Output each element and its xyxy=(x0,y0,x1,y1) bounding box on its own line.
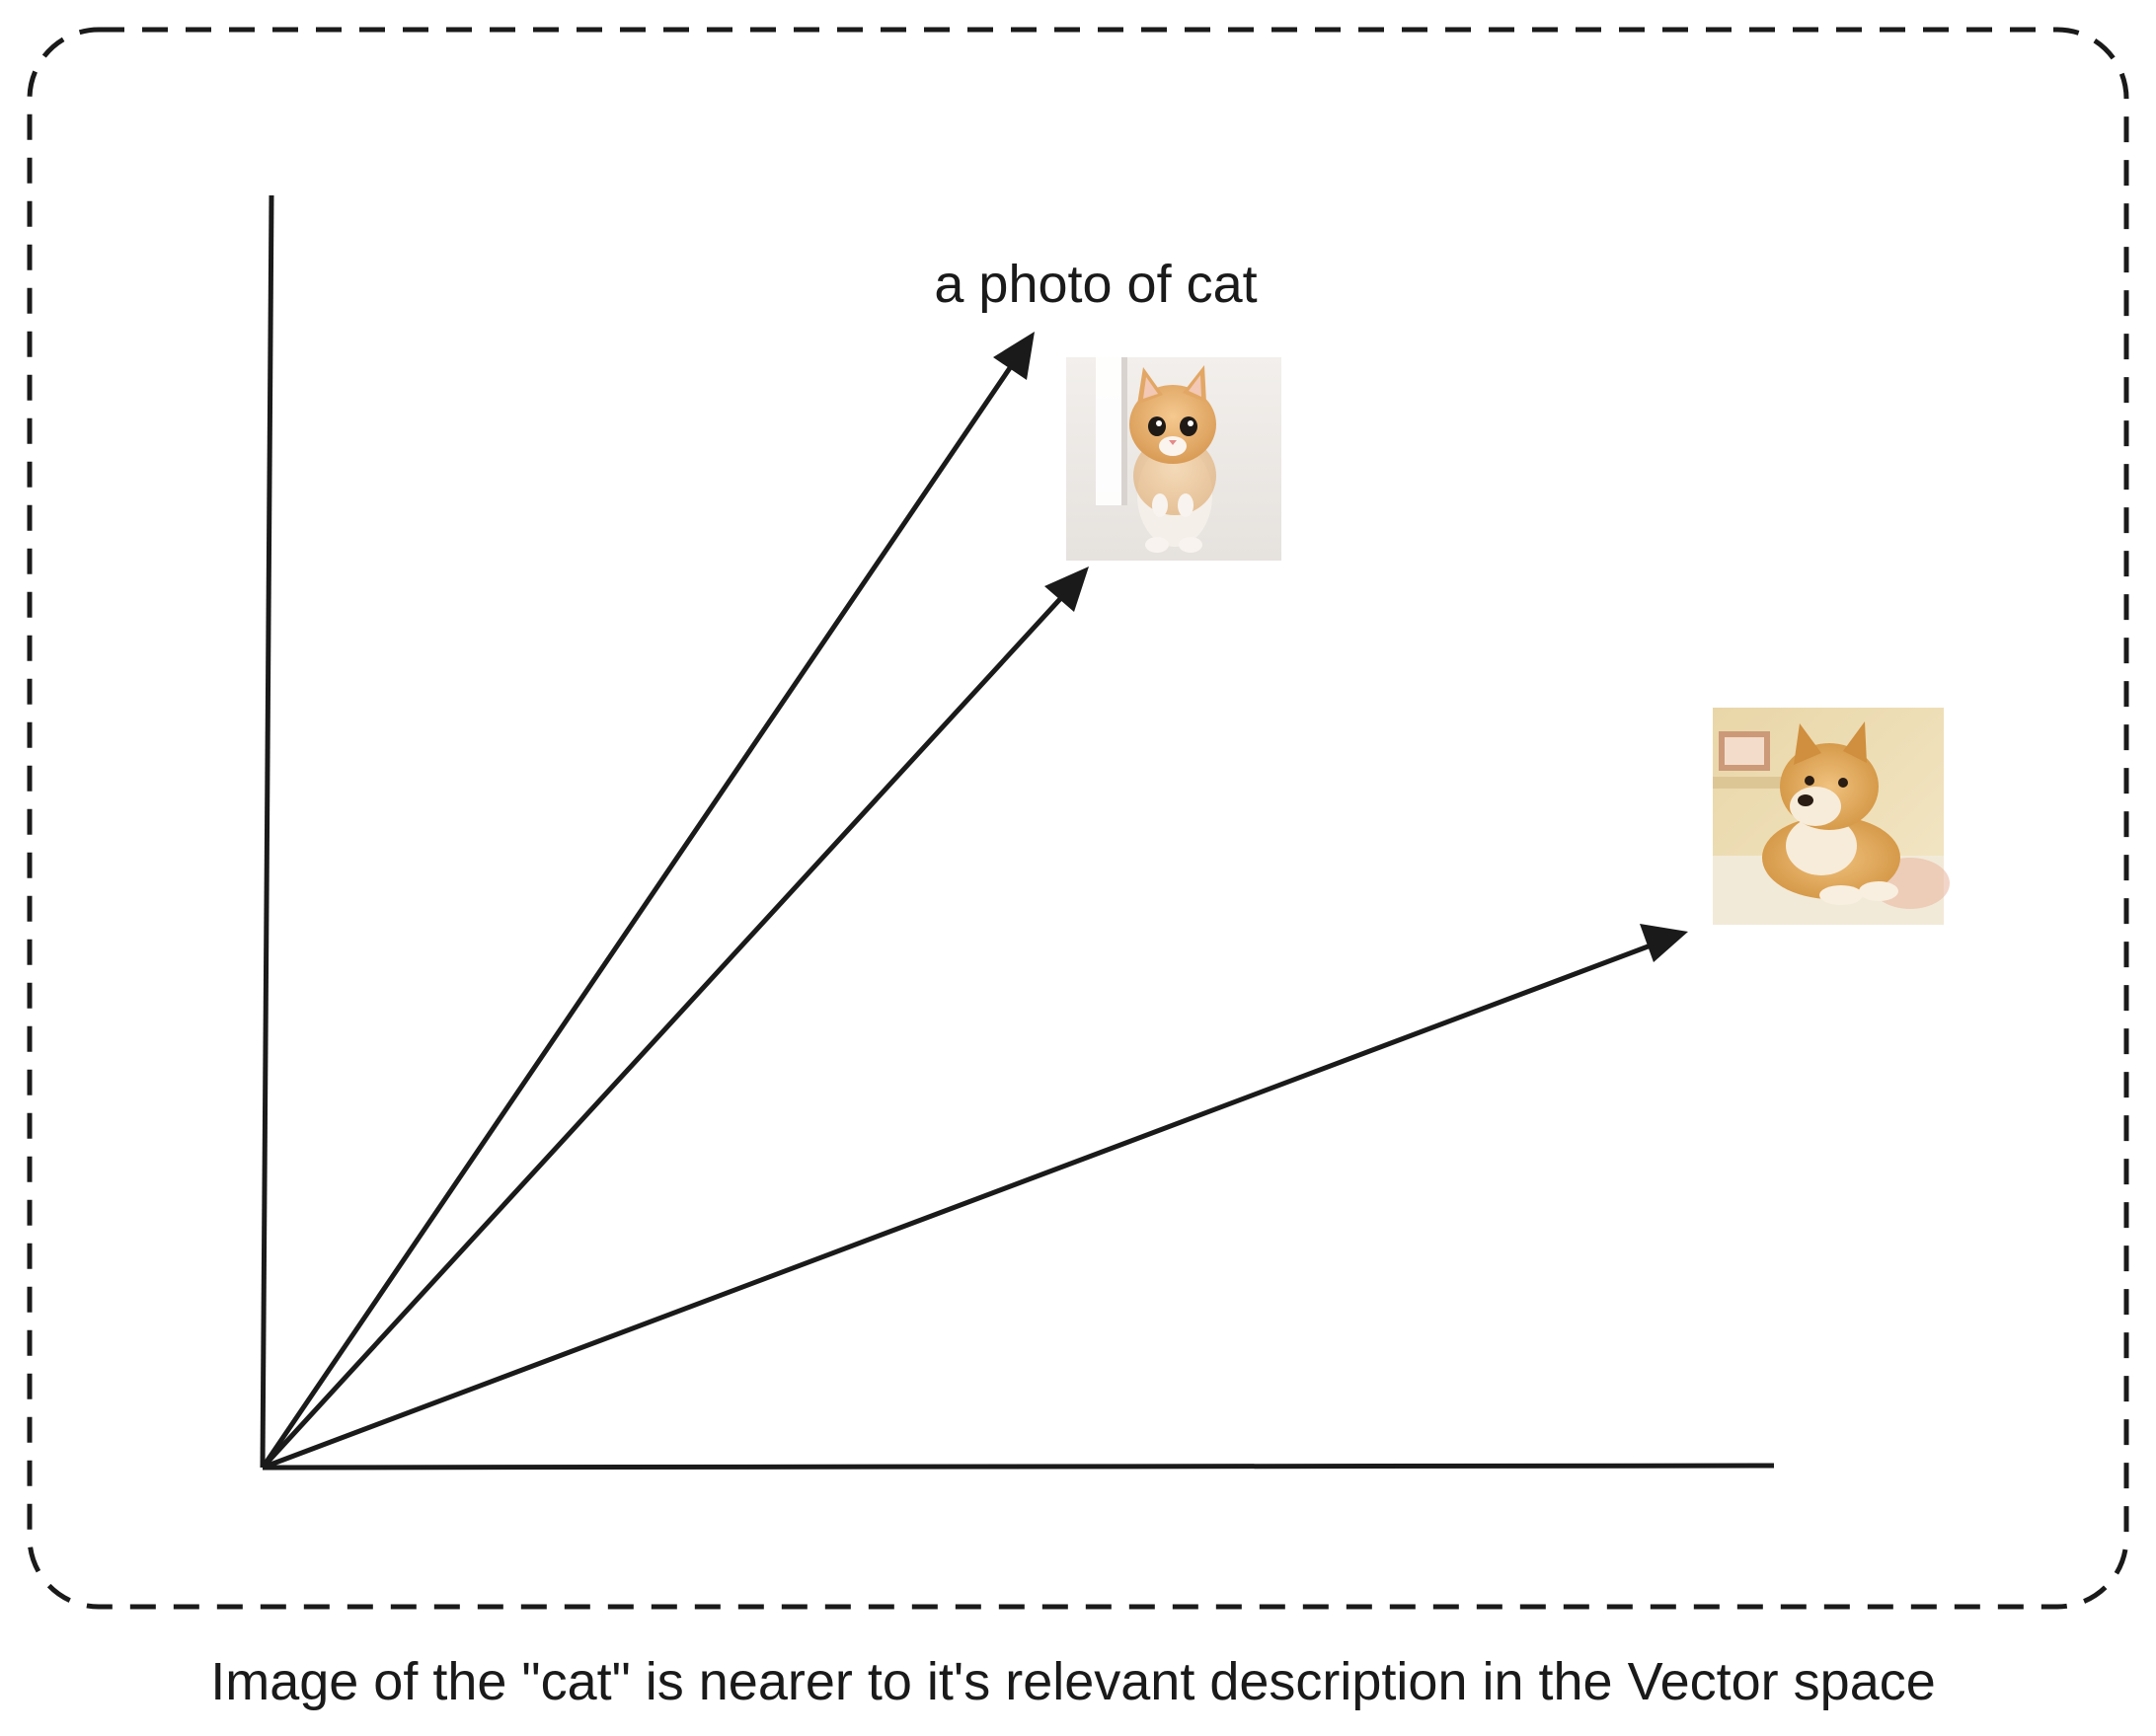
y-axis xyxy=(260,194,274,1469)
dog-photo xyxy=(1713,708,1950,925)
cat-photo xyxy=(1066,357,1281,561)
vector-arrow-image-dog xyxy=(262,924,1688,1471)
vector-arrow-image-cat xyxy=(261,566,1089,1470)
dashed-frame xyxy=(27,27,2129,1610)
vector-arrow-text-cat xyxy=(260,332,1035,1470)
x-axis xyxy=(262,1463,1775,1471)
text-vector-label: a photo of cat xyxy=(934,255,1257,314)
diagram-caption: Image of the "cat" is nearer to it's rel… xyxy=(210,1652,1936,1711)
